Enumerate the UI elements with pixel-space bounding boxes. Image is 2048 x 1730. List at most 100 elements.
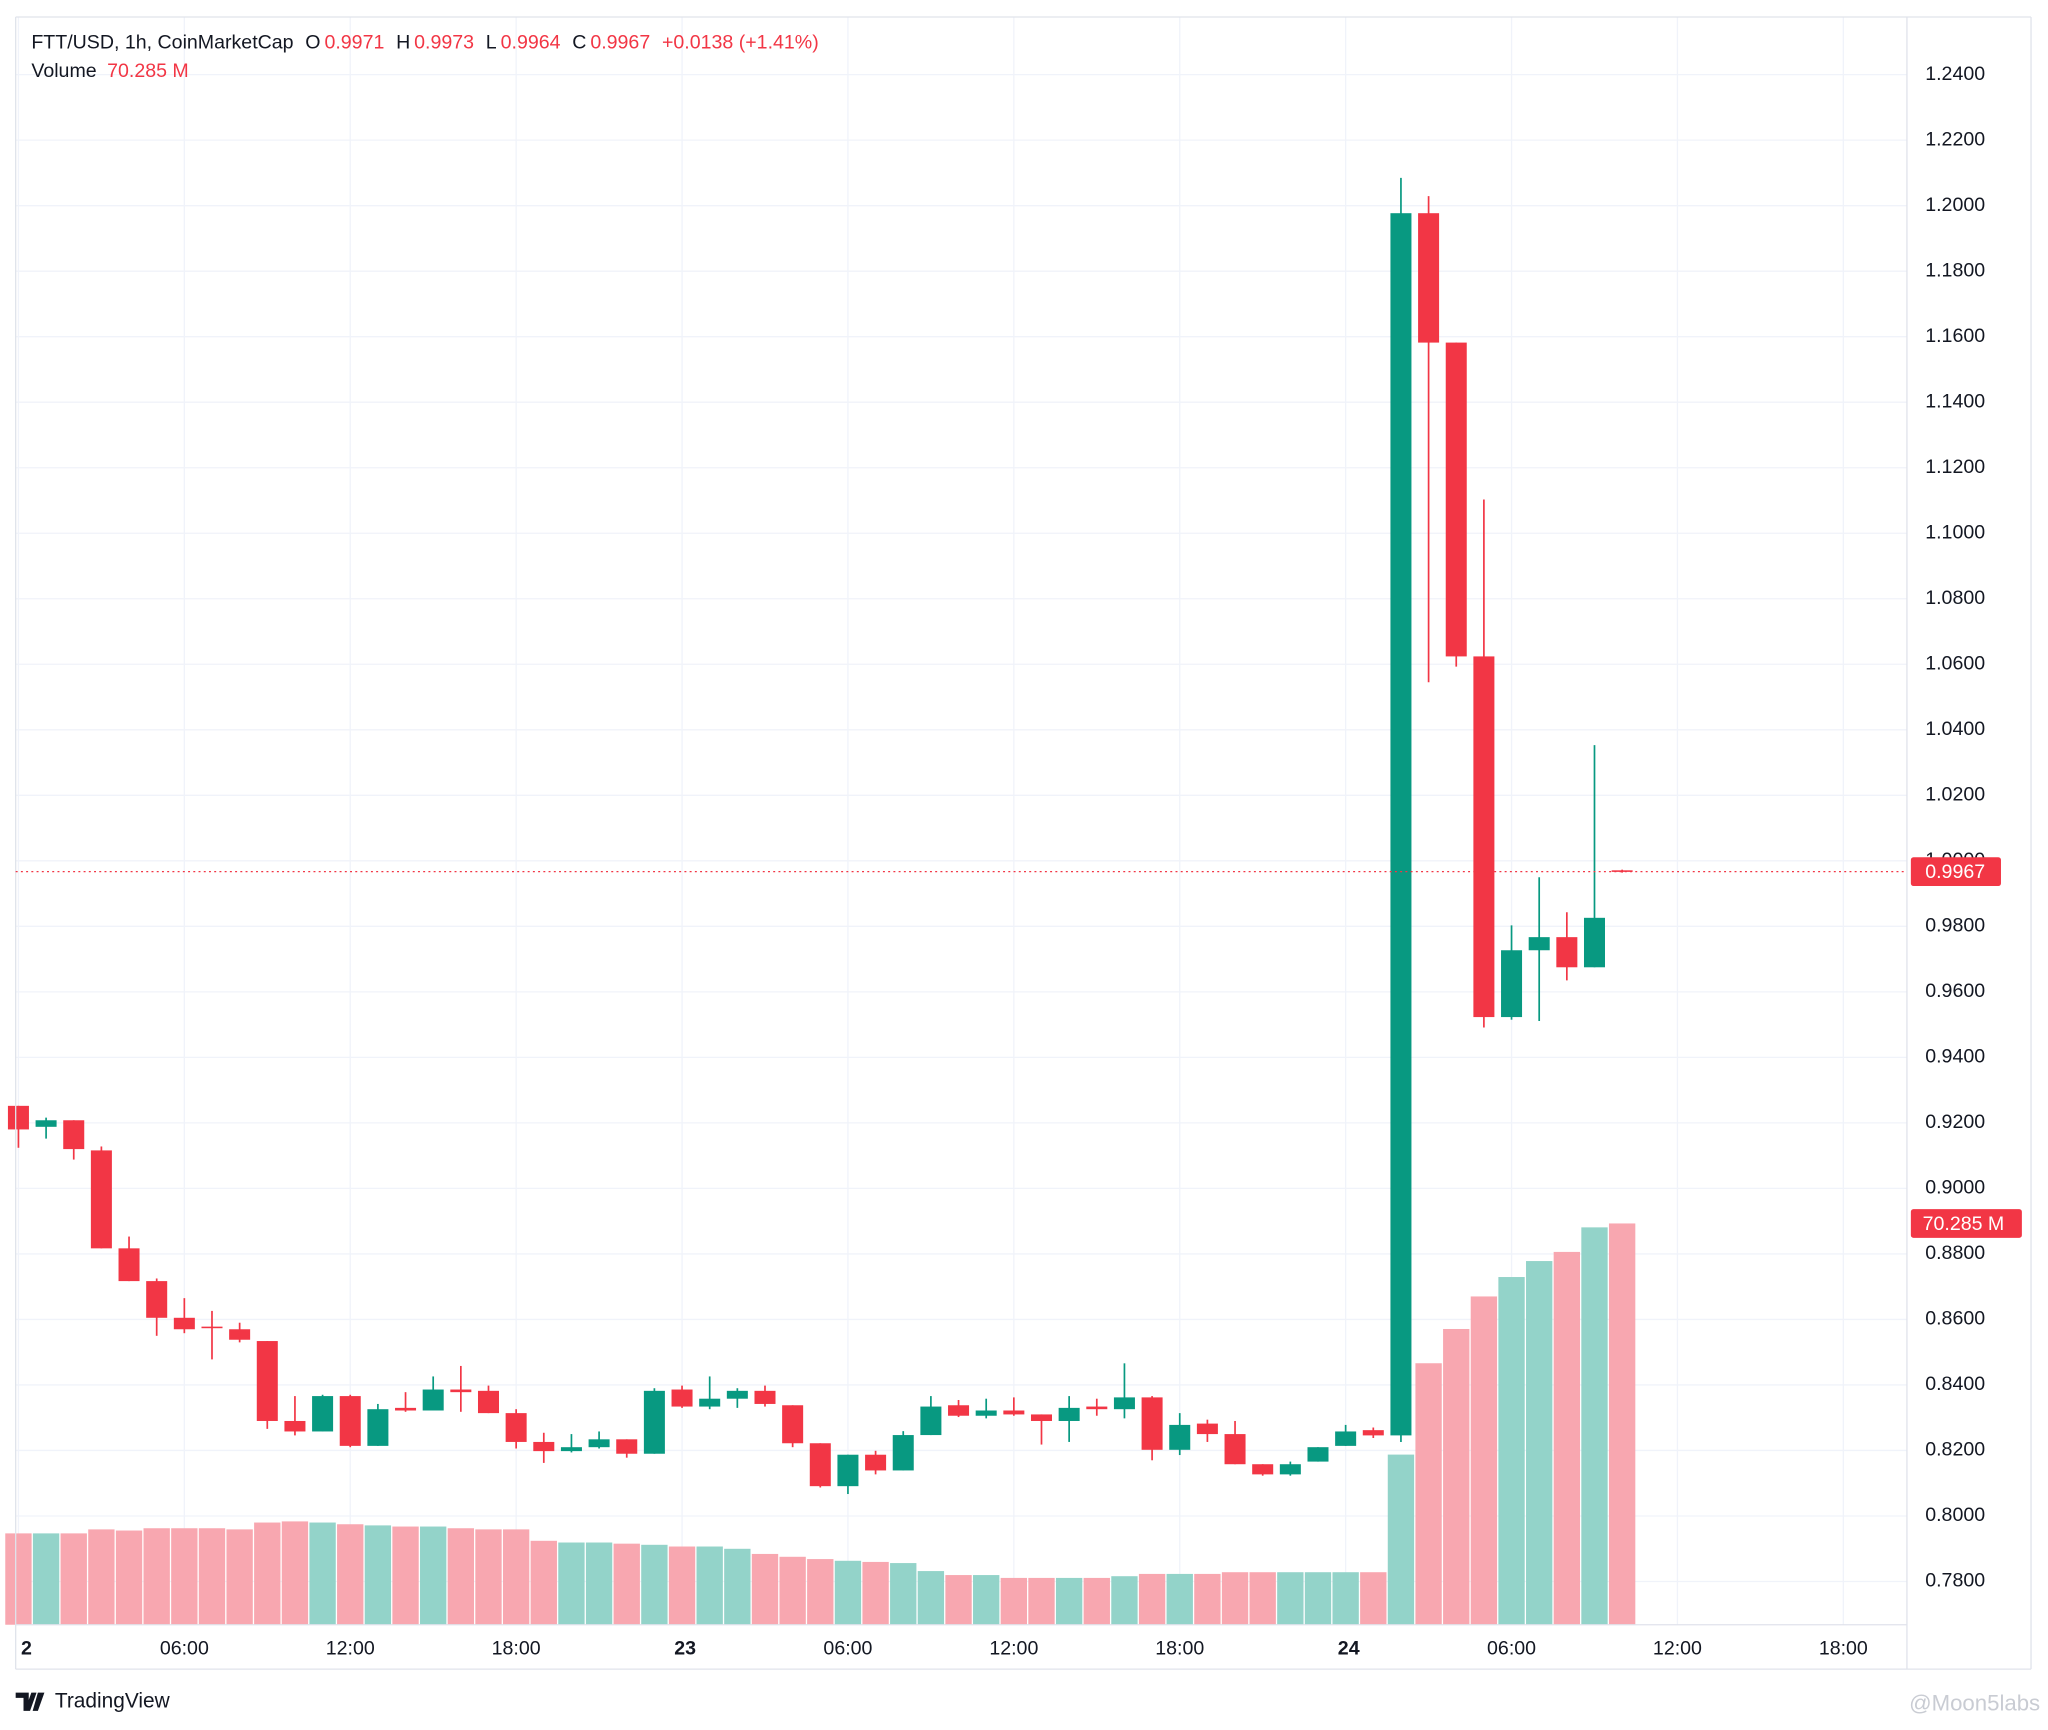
- volume-bar: [1581, 1227, 1608, 1625]
- candle-body: [671, 1389, 693, 1407]
- y-tick-label: 1.0800: [1925, 587, 1985, 609]
- volume-bar: [226, 1529, 253, 1625]
- candle-body: [1445, 342, 1467, 657]
- volume-bar: [447, 1528, 475, 1625]
- candle-body: [312, 1396, 334, 1432]
- y-tick-label: 1.0600: [1925, 652, 1985, 674]
- volume-bar: [890, 1563, 917, 1625]
- volume-bar: [198, 1528, 226, 1625]
- last-volume-tag: [1910, 1209, 2022, 1238]
- volume-bar: [862, 1561, 889, 1625]
- candle-body: [1473, 656, 1495, 1018]
- x-tick-label: 18:00: [1155, 1638, 1204, 1660]
- candle-body: [367, 1409, 389, 1446]
- ohlc-key: O: [305, 31, 320, 53]
- y-tick-label: 0.9600: [1925, 980, 1985, 1002]
- y-tick-label: 0.9400: [1925, 1046, 1985, 1068]
- candle-body: [588, 1439, 610, 1448]
- volume-bar: [1166, 1573, 1193, 1625]
- candle-body: [1390, 213, 1412, 1436]
- candle-body: [422, 1389, 444, 1411]
- volume-bar: [668, 1546, 696, 1625]
- volume-bar: [945, 1575, 972, 1625]
- volume-bar: [1111, 1576, 1138, 1625]
- volume-bar: [585, 1542, 613, 1625]
- candle-body: [1611, 870, 1633, 872]
- y-tick-label: 0.8200: [1925, 1439, 1985, 1461]
- volume-bar: [834, 1560, 862, 1625]
- volume-bar: [1415, 1363, 1442, 1625]
- candle-body: [1418, 213, 1440, 343]
- candle-body: [1141, 1397, 1163, 1450]
- volume-bar: [309, 1522, 336, 1625]
- candle-body: [505, 1413, 527, 1442]
- volume-bar: [1028, 1577, 1055, 1625]
- candle-body: [63, 1120, 85, 1150]
- volume-bar: [143, 1528, 170, 1625]
- candle-body: [146, 1281, 168, 1318]
- candle-body: [616, 1439, 638, 1454]
- x-tick-label: 23: [674, 1638, 696, 1660]
- y-tick-label: 1.1400: [1925, 390, 1985, 412]
- volume-bar: [88, 1529, 115, 1625]
- candle-body: [173, 1317, 195, 1330]
- volume-bar: [1055, 1577, 1083, 1625]
- x-tick-label: 06:00: [160, 1638, 209, 1660]
- volume-bar: [696, 1546, 723, 1625]
- volume-bar: [1000, 1577, 1028, 1625]
- x-tick-label: 18:00: [1819, 1638, 1868, 1660]
- last-volume-label: 70.285 M: [1923, 1213, 2005, 1235]
- legend-header: FTT/USD, 1h, CoinMarketCap O 0.9971 H 0.9973…: [31, 31, 818, 82]
- ohlc-key: L: [486, 31, 497, 53]
- y-tick-label: 1.1800: [1925, 259, 1985, 281]
- candle-body: [1030, 1414, 1052, 1421]
- volume-bar: [1470, 1296, 1498, 1625]
- candle-body: [1556, 937, 1578, 968]
- candle-body: [533, 1441, 555, 1452]
- candle-body: [809, 1443, 831, 1487]
- candle-body: [35, 1120, 57, 1127]
- candle-body: [1224, 1434, 1246, 1465]
- volume-bar: [364, 1525, 392, 1625]
- y-tick-label: 1.1000: [1925, 521, 1985, 543]
- volume-bar: [392, 1526, 419, 1625]
- candle-body: [90, 1150, 112, 1249]
- volume-bar: [779, 1556, 806, 1625]
- candle-body: [395, 1407, 417, 1411]
- candle-body: [1501, 950, 1523, 1018]
- legend-title: FTT/USD, 1h, CoinMarketCap: [31, 31, 293, 53]
- volume-bar: [502, 1529, 530, 1625]
- y-tick-label: 0.8800: [1925, 1242, 1985, 1264]
- volume-legend-name: Volume: [31, 60, 96, 82]
- ohlc-value: 0.9964: [501, 31, 561, 53]
- volume-bar: [281, 1521, 309, 1625]
- candle-body: [643, 1390, 665, 1454]
- volume-bar: [1083, 1577, 1110, 1625]
- volume-bar: [115, 1530, 143, 1625]
- y-tick-label: 0.9000: [1925, 1177, 1985, 1199]
- volume-bar: [807, 1559, 834, 1625]
- candle-body: [284, 1420, 306, 1432]
- volume-bar: [1304, 1572, 1332, 1625]
- volume-bar: [254, 1522, 281, 1625]
- x-tick-label: 2: [21, 1638, 32, 1660]
- candle-body: [1196, 1423, 1218, 1435]
- candle-body: [975, 1410, 997, 1416]
- volume-bar: [973, 1575, 1000, 1625]
- candle-body: [118, 1248, 140, 1282]
- candle-body: [1362, 1430, 1384, 1436]
- candle-body: [7, 1105, 29, 1130]
- last-price-label: 0.9967: [1925, 861, 1985, 883]
- volume-bar: [613, 1543, 640, 1625]
- footer: TradingView @Moon5labs: [15, 1689, 2040, 1715]
- candle-body: [892, 1435, 914, 1471]
- volume-bar: [1249, 1572, 1276, 1625]
- volume-bar: [5, 1533, 32, 1625]
- candle-body: [726, 1390, 748, 1399]
- candle-body: [201, 1326, 223, 1329]
- candle-body: [1335, 1431, 1357, 1446]
- candle-body: [1086, 1406, 1108, 1410]
- volume-bar: [751, 1553, 779, 1625]
- candle-body: [1307, 1447, 1329, 1462]
- candle-body: [1113, 1397, 1135, 1410]
